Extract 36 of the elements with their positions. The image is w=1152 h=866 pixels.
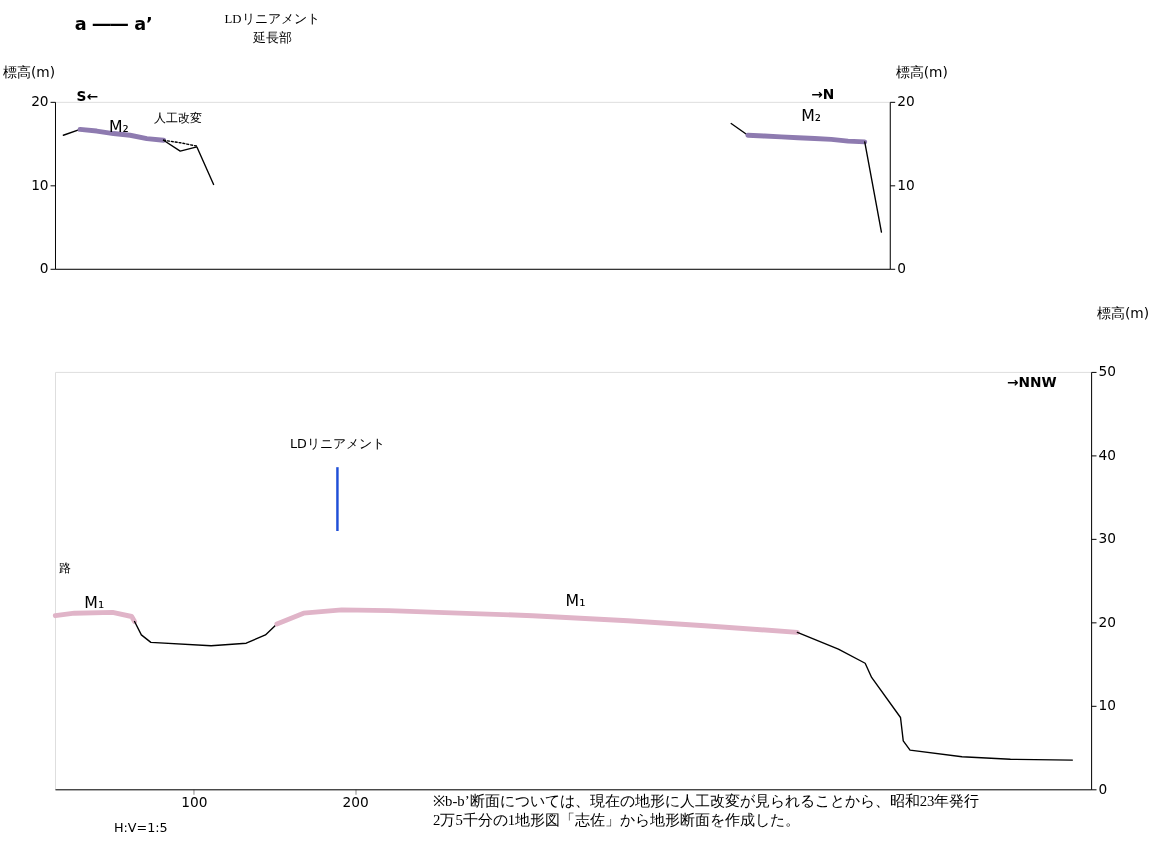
line-series — [745, 132, 868, 145]
y2-tick-label: 10 — [1098, 697, 1116, 714]
y2-tick-label: 50 — [1098, 363, 1116, 380]
line-series — [796, 631, 1074, 761]
y2-tick-label: 20 — [1098, 613, 1116, 630]
annotation: M₁ — [84, 592, 105, 612]
y2-tick-label: 0 — [897, 260, 906, 277]
text: ※b-b’断面については、現在の地形に人工改変が見られることから、昭和23年発行 2万5千分の1地形図「志佐」から地形断面を作成した。 — [433, 793, 980, 828]
line-series — [274, 607, 800, 635]
annotation: 人工改変 — [153, 111, 202, 126]
x-tick-label: 200 — [342, 794, 369, 811]
y-axis-title: 標高(m) — [2, 64, 55, 81]
line-series — [52, 609, 138, 624]
x-tick-label: 100 — [181, 794, 208, 811]
y2-axis-title: 標高(m) — [895, 64, 948, 81]
annotation: M₂ — [108, 117, 129, 137]
text: LDリニアメント延長部 — [224, 12, 320, 45]
y2-tick-label: 30 — [1098, 530, 1116, 547]
text: →N — [811, 85, 835, 102]
annotation: M₂ — [801, 105, 822, 125]
y-tick-label: 10 — [31, 176, 49, 193]
y2-axis-title: 標高(m) — [1097, 304, 1150, 321]
y2-tick-label: 10 — [897, 176, 915, 193]
annotation: 路 — [58, 561, 71, 576]
annotation: S← — [76, 87, 99, 104]
chart-title: a ―― a’ — [74, 14, 153, 35]
y2-tick-label: 40 — [1098, 446, 1116, 463]
ref-line-label: LDリニアメント — [289, 435, 385, 451]
y-tick-label: 20 — [31, 93, 49, 110]
y-tick-label: 0 — [39, 260, 49, 277]
y2-tick-label: 0 — [1098, 780, 1108, 797]
line-series — [133, 620, 278, 647]
annotation: →NNW — [1007, 373, 1057, 390]
annotation: M₁ — [565, 590, 586, 610]
text: H:V=1:5 — [113, 819, 168, 835]
y2-tick-label: 20 — [897, 93, 915, 110]
